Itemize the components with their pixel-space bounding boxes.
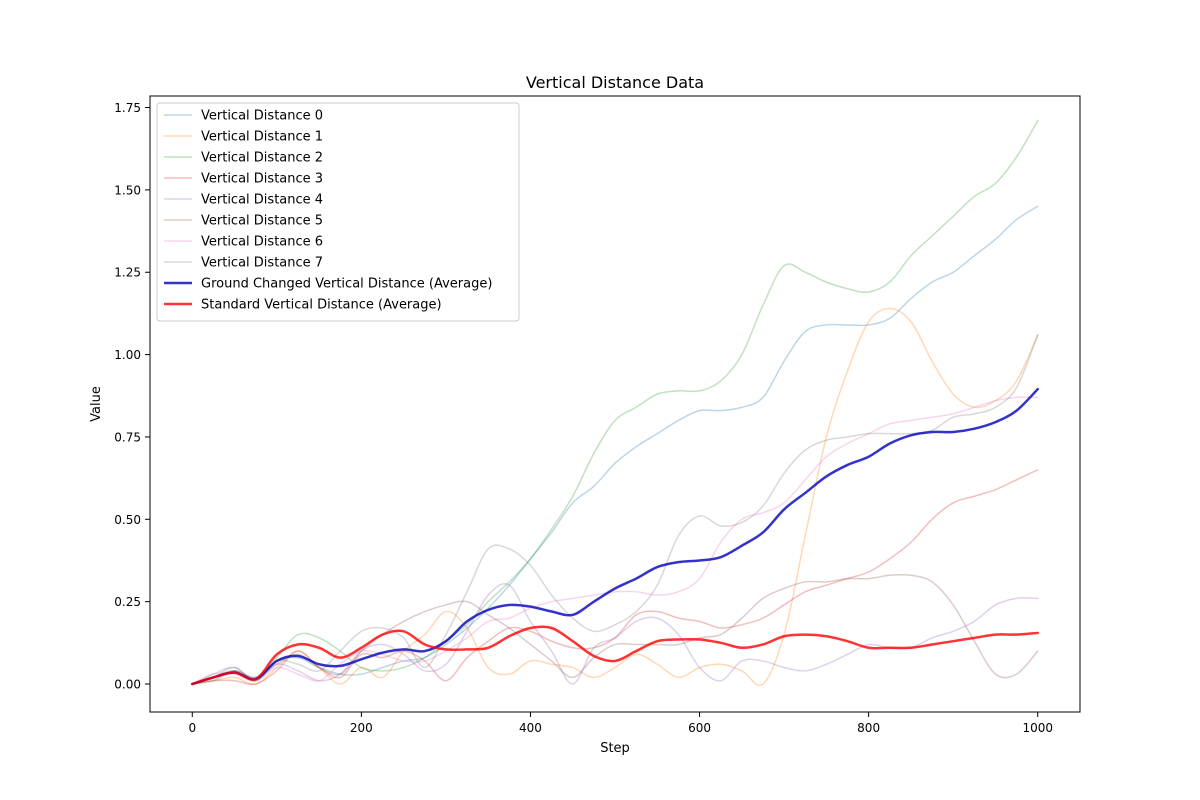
legend-label-8: Ground Changed Vertical Distance (Averag… [201, 277, 492, 292]
plot-frame [149, 95, 1081, 713]
legend-label-1: Vertical Distance 1 [201, 130, 323, 145]
legend-label-3: Vertical Distance 3 [201, 172, 323, 187]
x-tick-label: 1000 [1022, 721, 1053, 735]
y-tick-label: 0.50 [114, 513, 141, 527]
series-layer [191, 119, 1039, 687]
legend-frame [156, 102, 520, 322]
chart-title: Vertical Distance Data [526, 73, 704, 92]
series-line-2 [191, 119, 1039, 685]
y-tick-label: 1.50 [114, 183, 141, 197]
series-line-3 [191, 469, 1039, 686]
legend-label-0: Vertical Distance 0 [201, 109, 323, 124]
y-tick-label: 1.75 [114, 101, 141, 115]
y-axis-label: Value [89, 386, 104, 422]
x-tick-label: 600 [688, 721, 711, 735]
x-axis-label: Step [600, 741, 630, 756]
series-line-5 [191, 573, 1039, 685]
x-tick-label: 400 [519, 721, 542, 735]
series-line-9 [191, 625, 1039, 686]
series-line-0 [191, 205, 1039, 685]
legend: Vertical Distance 0 Vertical Distance 1 Ve… [156, 102, 520, 322]
series-line-1 [191, 307, 1039, 687]
legend-label-7: Vertical Distance 7 [201, 256, 323, 271]
y-tick-label: 1.25 [114, 266, 141, 280]
x-tick-label: 0 [188, 721, 196, 735]
series-line-6 [191, 396, 1039, 685]
x-tick-label: 200 [350, 721, 373, 735]
y-tick-label: 0.25 [114, 595, 141, 609]
legend-label-5: Vertical Distance 5 [201, 214, 323, 229]
y-tick-label: 0.00 [114, 678, 141, 692]
series-line-8 [191, 387, 1039, 686]
legend-label-2: Vertical Distance 2 [201, 151, 323, 166]
series-line-7 [191, 334, 1039, 685]
y-tick-label: 1.00 [114, 348, 141, 362]
legend-label-9: Standard Vertical Distance (Average) [201, 298, 442, 313]
legend-label-4: Vertical Distance 4 [201, 193, 323, 208]
legend-label-6: Vertical Distance 6 [201, 235, 323, 250]
x-tick-label: 800 [857, 721, 880, 735]
ticks-layer: 0 200 400 600 800 1000 0.00 0.25 0.50 0.75 1.00 1.2… [114, 101, 1053, 735]
y-tick-label: 0.75 [114, 430, 141, 444]
